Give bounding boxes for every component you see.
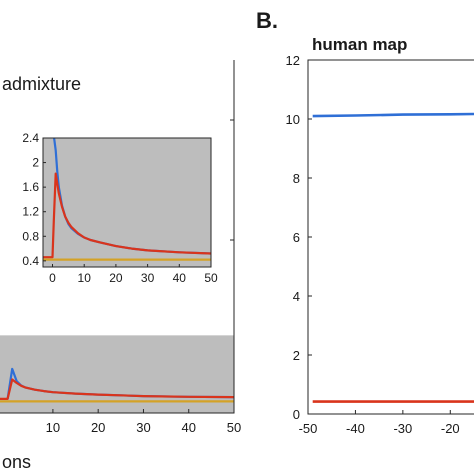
inset-series	[43, 137, 212, 261]
panel-b-title: human map	[312, 35, 407, 54]
panel-b-x-tick-label: -50	[299, 421, 318, 436]
inset-ticks: 0 10 20 30 40 50 0.4 0.8 1.2 1.6 2 2.4	[22, 131, 218, 285]
panel-a-annotation: admixture	[2, 74, 81, 94]
inset-y-tick-label: 1.2	[22, 205, 39, 219]
panel-b-y-tick-label: 4	[293, 289, 300, 304]
panel-b: B. human map 0 2 4 6 8 10 12 -50 -40 -30 -20	[256, 8, 474, 436]
inset-chart: 0 10 20 30 40 50 0.4 0.8 1.2 1.6 2 2.4	[22, 131, 218, 285]
panel-b-series	[312, 112, 474, 403]
inset-frame	[42, 137, 212, 268]
panel-a-x-tick-label: 50	[227, 420, 241, 435]
inset-y-tick-label: 2	[32, 156, 39, 170]
panel-a-x-tick-label: 40	[181, 420, 195, 435]
inset-y-tick-label: 1.6	[22, 180, 39, 194]
panel-b-y-tick-label: 6	[293, 230, 300, 245]
panel-a-series	[0, 367, 235, 403]
inset-x-tick-label: 20	[109, 271, 123, 285]
panel-a-ticks: 10 20 30 40 50	[46, 119, 241, 435]
inset-x-tick-label: 10	[78, 271, 92, 285]
panel-a-x-tick-label: 20	[91, 420, 105, 435]
inset-y-tick-label: 2.4	[22, 131, 39, 145]
inset-series-line-2	[43, 172, 212, 259]
inset-x-tick-label: 50	[204, 271, 218, 285]
panel-b-x-tick-label: -20	[441, 421, 460, 436]
panel-a-x-tick-label: 10	[46, 420, 60, 435]
inset-x-tick-label: 0	[49, 271, 56, 285]
panel-b-y-tick-label: 12	[286, 53, 300, 68]
panel-a-shaded-region	[0, 335, 234, 413]
panel-b-y-tick-label: 8	[293, 171, 300, 186]
panel-b-label: B.	[256, 8, 278, 33]
panel-b-y-tick-label: 10	[286, 112, 300, 127]
panel-a-series-line-2	[0, 378, 235, 400]
panel-b-x-tick-label: -30	[393, 421, 412, 436]
inset-y-tick-label: 0.4	[22, 254, 39, 268]
inset-x-tick-label: 30	[141, 271, 155, 285]
panel-b-x-tick-label: -40	[346, 421, 365, 436]
panel-b-y-tick-label: 2	[293, 348, 300, 363]
panel-a-xlabel-fragment: ons	[2, 452, 31, 472]
inset-x-tick-label: 40	[173, 271, 187, 285]
panel-b-y-tick-label: 0	[293, 407, 300, 422]
panel-a: 10 20 30 40 50 admixture ons 0 10 20 30 40 500.40…	[0, 60, 241, 472]
inset-background	[43, 138, 211, 267]
panel-a-x-tick-label: 30	[136, 420, 150, 435]
panel-b-ticks: 0 2 4 6 8 10 12 -50 -40 -30 -20	[286, 53, 460, 436]
panel-b-series-line-1	[312, 112, 474, 118]
inset-y-tick-label: 0.8	[22, 229, 39, 243]
